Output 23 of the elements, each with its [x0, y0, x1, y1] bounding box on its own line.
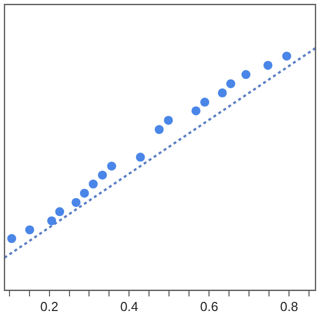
point — [98, 170, 107, 180]
point — [200, 98, 210, 107]
point — [218, 88, 227, 98]
point — [7, 234, 16, 244]
x-tick-label: 0.8 — [280, 298, 298, 314]
point — [164, 116, 173, 125]
point — [136, 152, 145, 162]
point — [241, 70, 250, 80]
point — [107, 162, 116, 171]
point — [47, 216, 56, 226]
x-tick-label: 0.2 — [40, 298, 58, 314]
point — [25, 225, 34, 234]
point — [263, 60, 272, 70]
point — [282, 52, 292, 61]
point — [55, 207, 64, 216]
point — [80, 188, 89, 198]
point — [226, 79, 236, 88]
x-tick-label: 0.6 — [200, 298, 218, 314]
point — [72, 198, 81, 207]
x-tick-label: 0.4 — [120, 298, 138, 314]
point — [88, 180, 98, 189]
point — [191, 106, 200, 116]
point — [154, 125, 164, 134]
